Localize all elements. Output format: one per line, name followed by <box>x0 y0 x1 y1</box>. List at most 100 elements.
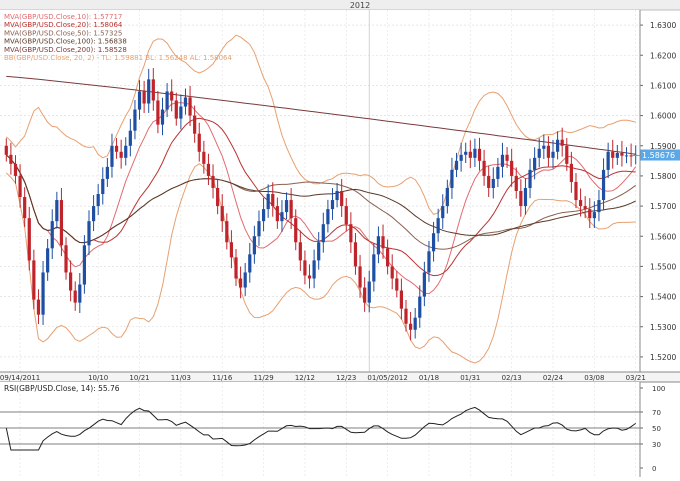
last-price-badge-text: 1.58676 <box>642 151 675 160</box>
candle-body <box>266 194 270 210</box>
legend-entry: BB(GBP/USD.Close, 20, 2) - TL: 1.59881 B… <box>4 54 233 62</box>
candle-body <box>404 308 408 324</box>
candle-body <box>46 248 50 273</box>
x-tick-label: 10/21 <box>129 374 149 382</box>
candle-body <box>441 206 445 219</box>
legend-entry: MVA(GBP/USD.Close,10): 1.57717 <box>4 13 122 21</box>
price-y-tick-label: 1.5700 <box>650 202 676 211</box>
candle-body <box>271 194 275 207</box>
candle-body <box>4 145 8 155</box>
candle-body <box>280 212 284 222</box>
rsi-y-axis: 0 30 50 70 100 <box>640 385 665 473</box>
candle-body <box>551 151 555 158</box>
date-axis-bg <box>0 372 680 382</box>
candle-body <box>450 169 454 188</box>
candle-body <box>386 248 390 267</box>
candle-body <box>413 317 417 330</box>
candle-body <box>174 100 178 119</box>
candle-body <box>119 151 123 158</box>
candle-body <box>284 200 289 213</box>
rsi-y-tick-label: 100 <box>652 385 665 393</box>
date-axis: 09/14/2011 10/10 10/21 11/03 11/16 11/29 12/12… <box>0 371 680 383</box>
x-tick-label: 10/10 <box>88 374 108 382</box>
candle-body <box>124 145 128 158</box>
x-tick-label: 01/05/2012 <box>367 374 407 382</box>
candle-body <box>229 242 234 258</box>
candle-body <box>188 97 192 116</box>
price-plot-area <box>0 10 640 372</box>
price-y-axis: 1.5200 1.5300 1.5400 1.5500 1.5600 1.5700 1.58… <box>640 21 676 362</box>
candle-body <box>546 145 551 158</box>
price-y-tick-label: 1.5800 <box>650 172 676 181</box>
candle-body <box>216 187 220 207</box>
x-tick-label: 01/18 <box>419 374 439 382</box>
price-y-tick-label: 1.5300 <box>650 323 676 332</box>
year-marker-label: 2012 <box>350 1 370 10</box>
candle-body <box>533 157 537 170</box>
legend-entry: MVA(GBP/USD.Close,50): 1.57325 <box>4 29 122 37</box>
rsi-y-tick-label: 70 <box>652 409 661 417</box>
candle-body <box>183 97 188 107</box>
candle-body <box>64 245 68 273</box>
x-tick-label: 11/29 <box>253 374 273 382</box>
candle-body <box>13 163 18 176</box>
candle-body <box>170 91 174 101</box>
x-tick-label: 09/14/2011 <box>0 374 40 382</box>
candle-body <box>363 287 367 303</box>
candle-body <box>101 178 105 195</box>
candle-body <box>519 191 523 207</box>
candle-body <box>307 275 312 279</box>
candle-body <box>202 151 206 164</box>
price-y-tick-label: 1.6000 <box>650 112 676 121</box>
candle-body <box>303 260 307 276</box>
rsi-label: RSI(GBP/USD.Close, 14): 55.76 <box>4 384 120 393</box>
candle-body <box>87 221 91 246</box>
x-tick-label: 12/12 <box>295 374 315 382</box>
candle-body <box>110 145 114 167</box>
candle-body <box>18 175 22 198</box>
candle-body <box>220 206 224 222</box>
candle-body <box>473 148 477 158</box>
candle-body <box>606 151 610 170</box>
candle-body <box>629 155 633 157</box>
candle-body <box>620 152 624 156</box>
candle-body <box>59 200 64 246</box>
legend-entry: MVA(GBP/USD.Close,20): 1.58064 <box>4 21 123 29</box>
candle-body <box>487 175 491 188</box>
candle-body <box>32 260 36 300</box>
candle-body <box>128 130 132 146</box>
candle-body <box>454 160 459 170</box>
candle-body <box>335 191 339 201</box>
candle-body <box>211 175 215 188</box>
price-y-tick-label: 1.6300 <box>650 21 676 30</box>
candle-body <box>298 242 302 261</box>
candle-body <box>96 194 100 207</box>
top-strip <box>0 0 680 10</box>
candle-body <box>491 178 495 188</box>
candle-body <box>137 91 142 110</box>
candle-body <box>73 290 77 303</box>
candle-body <box>9 154 13 164</box>
candle-body <box>390 266 394 279</box>
candle-body <box>261 209 266 222</box>
candle-body <box>41 272 45 315</box>
candle-body <box>147 79 151 104</box>
x-tick-label: 11/16 <box>212 374 233 382</box>
price-y-tick-label: 1.5900 <box>650 142 676 151</box>
candle-body <box>69 272 73 291</box>
price-y-tick-label: 1.5500 <box>650 262 676 271</box>
candle-body <box>206 163 211 176</box>
candle-body <box>257 221 261 237</box>
candle-body <box>555 139 560 152</box>
candle-body <box>528 169 532 188</box>
candle-body <box>565 145 569 164</box>
candle-body <box>114 145 119 152</box>
candle-body <box>326 209 330 225</box>
x-tick-label: 03/08 <box>584 374 604 382</box>
candle-body <box>427 251 431 273</box>
bb-lower-line <box>5 162 636 364</box>
candle-body <box>27 218 31 261</box>
candle-body <box>542 145 546 149</box>
